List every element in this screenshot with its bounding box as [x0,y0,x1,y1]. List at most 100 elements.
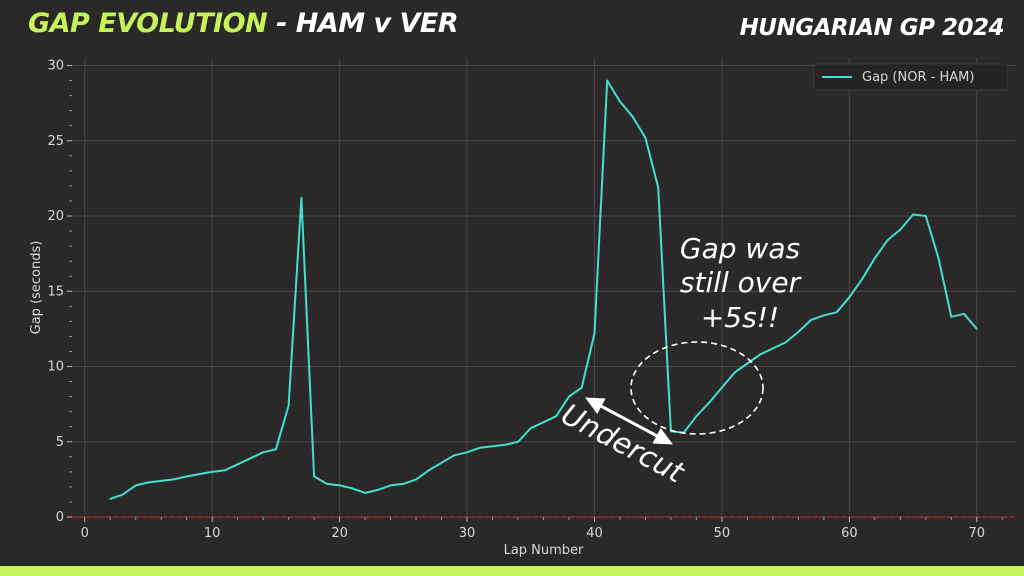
undercut-arrow-shaft [597,403,661,439]
data-point [147,481,150,484]
data-point [415,478,417,481]
data-point [224,469,226,472]
data-point [644,136,647,139]
y-tick-label: 10 [47,360,64,375]
data-point [453,454,456,457]
data-point [784,341,787,344]
data-point [478,446,481,449]
data-point [797,330,800,333]
data-point [274,448,277,451]
data-point [542,421,545,424]
data-point [937,257,940,260]
data-point [822,314,825,317]
data-point [491,445,494,448]
data-point [568,395,570,398]
data-point [300,197,303,199]
annotation-gap-note-line: +5s!! [701,301,779,334]
data-point [376,489,379,491]
data-point [899,228,902,231]
data-point [338,484,341,487]
undercut-arrow-head [584,397,606,415]
data-point [848,296,851,299]
data-point [886,239,889,241]
grid [72,58,1015,518]
data-point [262,451,265,454]
data-point [631,115,634,118]
x-tick-label: 10 [204,526,221,541]
y-tick-label: 30 [47,59,64,74]
x-tick-label: 60 [841,526,858,541]
data-point [912,213,914,216]
event-title: HUNGARIAN GP 2024 [739,15,1005,41]
data-point [160,479,163,482]
data-point [975,327,978,330]
data-point [580,386,583,389]
legend-label: Gap (NOR - HAM) [862,70,974,85]
data-point [746,362,749,365]
x-tick-label: 50 [714,526,731,541]
data-point [198,473,201,476]
data-point [721,386,723,389]
data-point [619,100,621,103]
data-point [466,451,468,454]
data-point [325,482,328,485]
data-point [657,186,660,189]
data-point [351,487,354,490]
data-point [427,469,430,472]
data-point [873,257,876,260]
data-point [555,415,558,418]
data-point [861,278,863,281]
x-tick-label: 30 [459,526,476,541]
highlight-ellipse [630,341,764,435]
y-tick-label: 15 [47,284,64,299]
data-point [211,470,214,473]
axes: 0 10 20 30 40 50 60 70 0 5 10 15 20 25 30 Lap Number Gap… [29,59,1003,558]
data-point [313,475,316,478]
legend: Gap (NOR - HAM) [813,63,1008,91]
x-tick-label: 20 [331,526,348,541]
data-point [759,353,762,356]
y-tick-label: 0 [56,510,64,525]
x-tick-label: 40 [586,526,603,541]
y-tick-label: 5 [56,435,64,450]
chart-title-accent: GAP EVOLUTION [28,8,268,39]
data-point [695,415,698,418]
y-tick-label: 25 [47,134,64,149]
data-point [249,457,252,460]
data-point [924,215,927,217]
data-point [389,484,392,487]
x-tick-label: 70 [968,526,985,541]
data-point [950,315,953,318]
data-point [173,478,175,481]
data-point [708,401,711,404]
data-point [109,498,112,500]
data-point [287,404,290,407]
data-point [236,463,239,466]
x-axis-label: Lap Number [504,543,584,558]
accent-bar [0,566,1024,576]
chart-title: GAP EVOLUTION - HAM v VER [28,8,459,39]
data-point [606,79,609,82]
y-tick-label: 20 [47,209,64,224]
series-line [109,79,978,500]
data-point [810,318,813,321]
legend-box [813,63,1008,91]
data-point [733,371,736,374]
data-point [440,461,443,464]
series-layer [109,79,978,500]
annotation-gap-note-line: Gap was [680,232,800,265]
data-point [835,311,838,314]
data-point [963,312,965,315]
data-point [134,484,137,487]
data-point [402,482,405,485]
x-tick-label: 0 [81,526,89,541]
data-point [504,443,507,446]
data-point [122,493,124,496]
data-point [185,475,188,478]
data-point [771,347,774,350]
chart-title-rest: - HAM v VER [267,8,459,39]
annotation-gap-note-line: still over [680,266,802,299]
data-point [517,440,519,443]
